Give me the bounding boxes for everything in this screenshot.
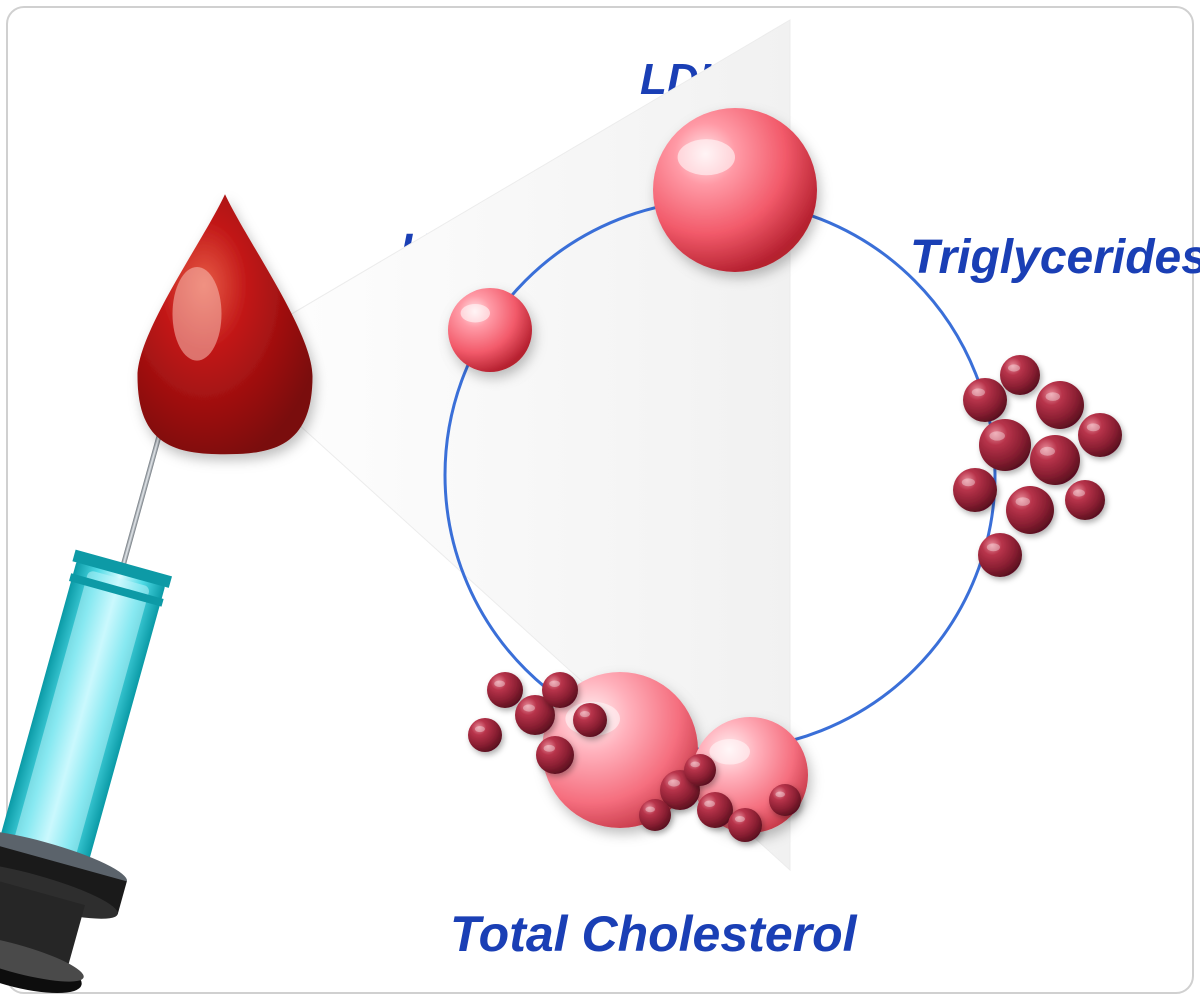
label-triglycerides: Triglycerides [910, 230, 1200, 285]
label-hdl: HDL [400, 225, 490, 275]
label-ldl: LDL [640, 55, 726, 105]
rounded-frame [6, 6, 1194, 994]
label-total-cholesterol: Total Cholesterol [450, 905, 857, 963]
